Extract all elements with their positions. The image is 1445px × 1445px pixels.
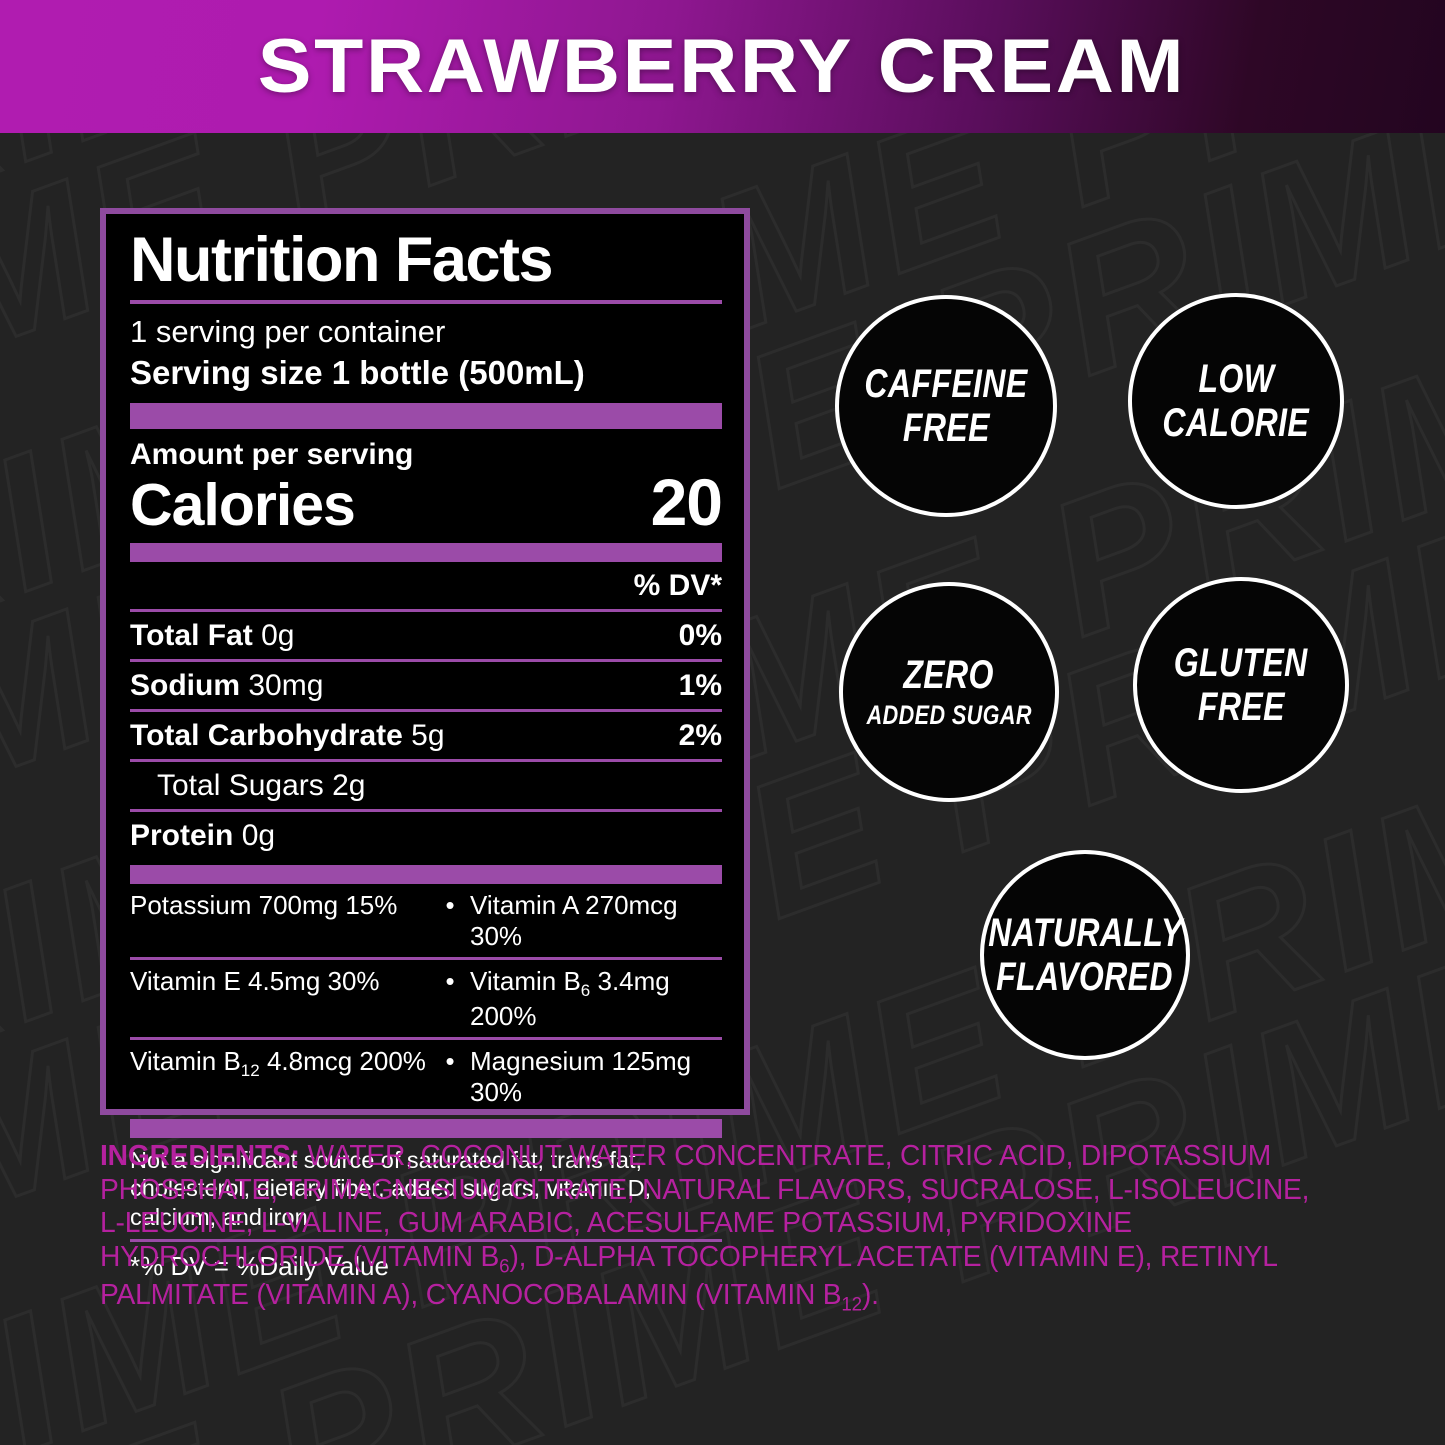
badge-gluten-free-line1: GLUTEN	[1174, 641, 1308, 685]
ingredients-label: INGREDIENTS:	[100, 1140, 300, 1172]
micronutrient-row: Vitamin B12 4.8mcg 200% • Magnesium 125mg …	[130, 1040, 722, 1113]
daily-value-note: *% DV = %Daily Value	[130, 1250, 389, 1281]
nutrient-name: Protein 0g	[130, 818, 276, 852]
page-title: STRAWBERRY CREAM	[258, 24, 1187, 109]
badge-low-calorie: LOW CALORIE	[1128, 293, 1344, 509]
nutrient-daily-value: 2%	[678, 718, 722, 752]
nutrient-row-divider	[130, 608, 722, 612]
badge-zero-added-sugar: ZERO ADDED SUGAR	[839, 582, 1059, 802]
micronutrient-entry: Vitamin B6 3.4mg 200%	[470, 965, 670, 1031]
flavor-header-band: STRAWBERRY CREAM	[0, 0, 1445, 133]
nutrient-row-divider	[130, 658, 722, 662]
calories-value: 20	[650, 465, 723, 540]
bullet-separator: •	[445, 1045, 455, 1076]
micronutrient-entry: Potassium 700mg 15%	[130, 889, 398, 920]
nutrient-row: Protein 0g	[130, 812, 722, 859]
divider-bar-thick-top	[130, 403, 722, 430]
badge-low-calorie-line2: CALORIE	[1162, 401, 1310, 445]
ingredients-sub-b6: 6	[499, 1256, 510, 1278]
badge-gluten-free: GLUTEN FREE	[1133, 577, 1349, 793]
nutrient-name: Total Carbohydrate 5g	[130, 718, 445, 752]
serving-size: Serving size 1 bottle (500mL)	[130, 354, 585, 392]
badge-caffeine-free-line1: CAFFEINE	[864, 362, 1028, 406]
ingredients-block: INGREDIENTS: WATER, COCONUT WATER CONCEN…	[100, 1140, 1338, 1317]
micronutrient-entry: Vitamin B12 4.8mcg 200%	[130, 1045, 426, 1080]
badge-naturally-flavored: NATURALLY FLAVORED	[980, 850, 1190, 1060]
micronutrient-row-divider	[130, 1036, 722, 1040]
nutrient-name: Total Sugars 2g	[157, 768, 366, 802]
badge-caffeine-free-line2: FREE	[902, 406, 990, 450]
servings-per-container: 1 serving per container	[130, 313, 446, 349]
nutrient-row: Total Sugars 2g	[130, 762, 722, 809]
badge-zero-added-sugar-line2: ADDED SUGAR	[866, 700, 1032, 730]
nutrient-name: Sodium 30mg	[130, 668, 324, 702]
divider-bar-below-micros	[130, 1118, 722, 1138]
divider-bar-above-micros	[130, 864, 722, 884]
ingredients-part2: ), D-ALPHA TOCOPHERYL ACETATE (VITAMIN E…	[100, 1240, 1277, 1311]
claim-badges-group: CAFFEINE FREE LOW CALORIE ZERO ADDED SUG…	[825, 285, 1385, 1075]
badge-gluten-free-line2: FREE	[1197, 685, 1285, 729]
nutrient-row: Total Carbohydrate 5g 2%	[130, 712, 722, 759]
micronutrient-entry: Vitamin A 270mcg 30%	[470, 889, 678, 951]
bullet-separator: •	[445, 965, 455, 996]
badge-zero-added-sugar-line1: ZERO	[903, 653, 995, 697]
bullet-separator: •	[445, 889, 455, 920]
amount-per-serving-label: Amount per serving	[130, 438, 414, 472]
ingredients-sub-b12: 12	[841, 1294, 862, 1316]
ingredients-part3: ).	[861, 1278, 879, 1311]
nutrient-row-divider	[130, 808, 722, 812]
nutrient-table: Total Fat 0g 0% Sodium 30mg 1% Total Carbohy…	[130, 608, 722, 859]
badge-low-calorie-line1: LOW	[1198, 357, 1274, 401]
micronutrient-row: Potassium 700mg 15% • Vitamin A 270mcg 30%	[130, 884, 722, 957]
micronutrient-row: Vitamin E 4.5mg 30% • Vitamin B6 3.4mg 200…	[130, 960, 722, 1037]
badge-naturally-flavored-line1: NATURALLY	[987, 911, 1183, 955]
micronutrient-entry: Magnesium 125mg 30%	[470, 1045, 692, 1107]
divider-bar-under-calories	[130, 542, 722, 562]
divider-under-title	[130, 299, 722, 304]
micronutrient-row-divider	[130, 956, 722, 960]
micronutrient-entry: Vitamin E 4.5mg 30%	[130, 965, 380, 996]
badge-naturally-flavored-line2: FLAVORED	[996, 955, 1174, 999]
nutrient-row-divider	[130, 708, 722, 712]
nutrition-facts-title: Nutrition Facts	[130, 225, 554, 295]
footnote-text: Not a significant source of saturated fa…	[130, 1146, 652, 1231]
nutrient-daily-value: 1%	[678, 668, 722, 702]
daily-value-header: % DV*	[633, 568, 722, 602]
badge-caffeine-free: CAFFEINE FREE	[835, 295, 1057, 517]
nutrient-daily-value: 0%	[678, 618, 722, 652]
micronutrient-table: Potassium 700mg 15% • Vitamin A 270mcg 30%…	[130, 884, 722, 1113]
nutrient-row: Total Fat 0g 0%	[130, 612, 722, 659]
nutrition-facts-panel: Nutrition Facts 1 serving per container …	[100, 208, 750, 1281]
nutrient-row-divider	[130, 758, 722, 762]
nutrient-name: Total Fat 0g	[130, 618, 295, 652]
nutrient-row: Sodium 30mg 1%	[130, 662, 722, 709]
ingredients-part1: WATER, COCONUT WATER CONCENTRATE, CITRIC…	[100, 1140, 1310, 1273]
divider-above-dv-note	[130, 1238, 722, 1242]
calories-row: Calories 20	[130, 465, 723, 540]
calories-label: Calories	[130, 471, 356, 538]
